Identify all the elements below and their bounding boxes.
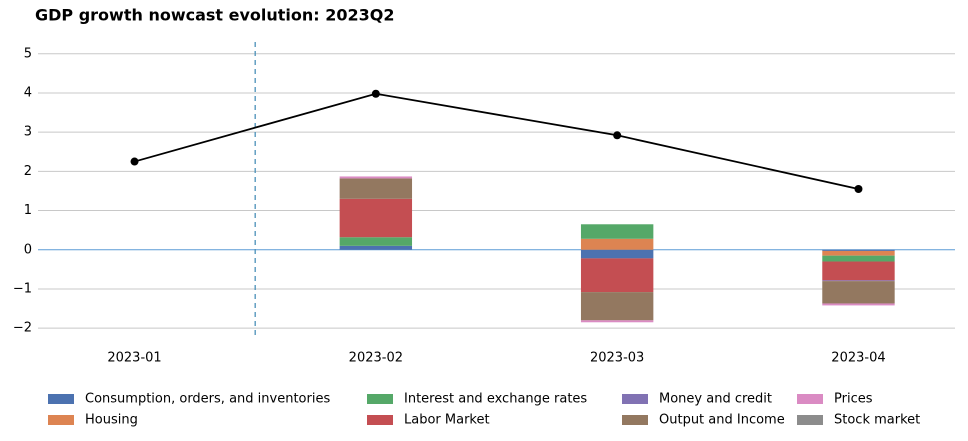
bar-segment <box>339 198 413 238</box>
legend-swatch <box>367 415 393 425</box>
bar-segment <box>822 303 895 306</box>
bar-segment <box>339 237 413 246</box>
legend-swatch <box>797 415 823 425</box>
bar-segment <box>822 249 895 251</box>
bar-segment <box>822 280 895 282</box>
nowcast-point <box>613 131 622 140</box>
nowcast-point <box>130 157 139 166</box>
y-tick-label: 2 <box>24 164 32 179</box>
nowcast-line <box>134 92 859 190</box>
bar-segment <box>580 249 654 259</box>
legend-label: Stock market <box>834 413 920 428</box>
bar-segment <box>580 224 654 239</box>
legend-swatch <box>797 394 823 404</box>
bar-segment <box>339 176 413 179</box>
legend-label: Output and Income <box>659 413 785 428</box>
legend-label: Prices <box>834 392 873 407</box>
x-tick-label: 2023-04 <box>831 351 885 366</box>
y-tick-label: −2 <box>13 321 32 336</box>
legend-swatch <box>48 415 74 425</box>
legend-swatch <box>622 415 648 425</box>
bar-segment <box>822 281 895 304</box>
legend-label: Labor Market <box>404 413 490 428</box>
bar-segment <box>580 320 654 323</box>
y-tick-label: −1 <box>13 281 32 296</box>
legend-swatch <box>48 394 74 404</box>
bar-segment <box>580 258 654 293</box>
bar-segment <box>822 261 895 281</box>
legend-label: Money and credit <box>659 392 772 407</box>
nowcast-point <box>854 185 863 193</box>
legend-swatch <box>622 394 648 404</box>
bar-segment <box>580 292 654 321</box>
y-tick-label: 3 <box>24 125 32 140</box>
legend-label: Consumption, orders, and inventories <box>85 392 330 407</box>
bar-segment <box>580 238 654 250</box>
bar-segment <box>822 255 895 262</box>
y-tick-label: 5 <box>24 46 32 61</box>
chart-title: GDP growth nowcast evolution: 2023Q2 <box>35 6 395 25</box>
legend-swatch <box>367 394 393 404</box>
x-tick-label: 2023-02 <box>349 351 403 366</box>
bar-segment <box>339 178 413 199</box>
legend-label: Housing <box>85 413 138 428</box>
y-tick-label: 0 <box>24 242 32 257</box>
bar-segment <box>822 250 895 256</box>
nowcast-point <box>371 89 380 98</box>
bar-segment <box>339 245 413 250</box>
x-tick-label: 2023-03 <box>590 351 644 366</box>
legend-label: Interest and exchange rates <box>404 392 587 407</box>
y-tick-label: 1 <box>24 203 32 218</box>
x-tick-label: 2023-01 <box>107 351 161 366</box>
y-tick-label: 4 <box>24 85 32 100</box>
